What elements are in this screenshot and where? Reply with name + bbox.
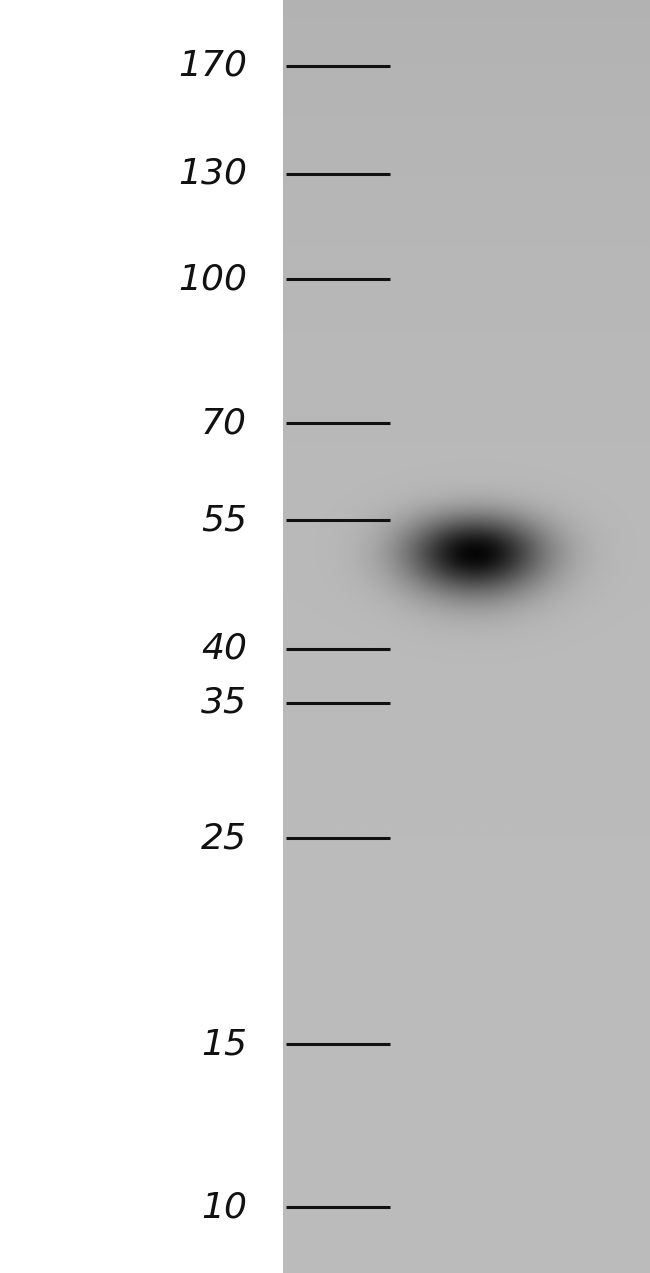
Text: 70: 70: [201, 406, 247, 440]
Text: 25: 25: [201, 821, 247, 855]
Text: 100: 100: [178, 262, 247, 297]
Text: 130: 130: [178, 157, 247, 191]
Text: 40: 40: [201, 631, 247, 666]
Text: 35: 35: [201, 686, 247, 719]
Text: 55: 55: [201, 503, 247, 537]
Bar: [0, 0, 283, 1273]
Text: 170: 170: [178, 48, 247, 83]
Text: 10: 10: [201, 1190, 247, 1225]
Text: 15: 15: [201, 1027, 247, 1062]
